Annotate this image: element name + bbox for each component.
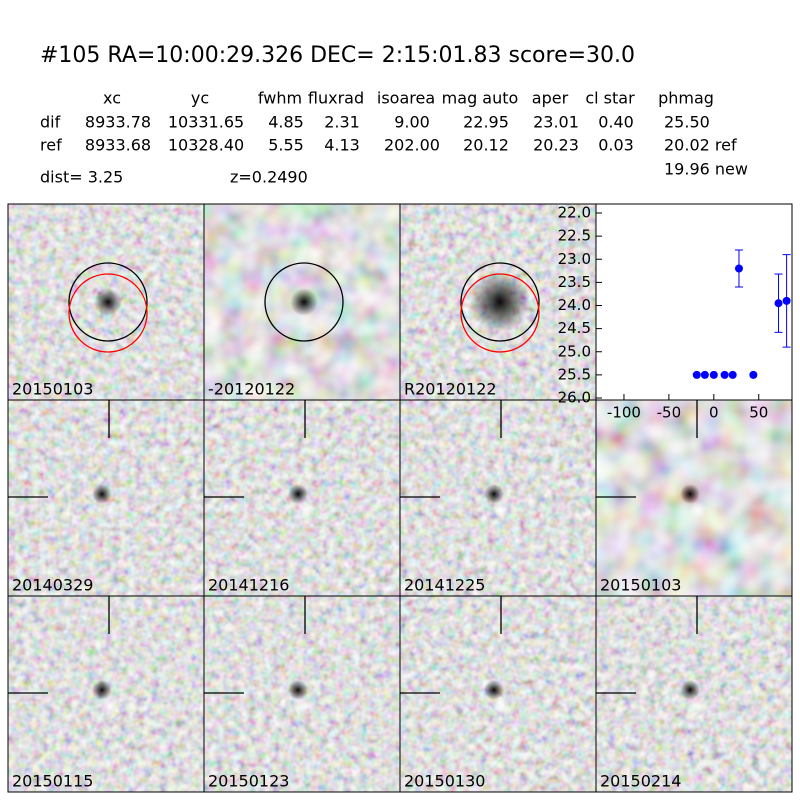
- row-label: ref: [40, 136, 62, 155]
- cell: 9.00: [394, 113, 430, 132]
- redshift: z=0.2490: [230, 168, 308, 187]
- stamp-label: 20150123: [208, 772, 289, 791]
- stamp-label: R20120122: [404, 380, 497, 399]
- y-tick-label: 24.0: [558, 296, 591, 314]
- residual: [101, 501, 119, 519]
- row-label: dif: [40, 113, 61, 132]
- aperture: [460, 262, 540, 342]
- cell: 5.55: [268, 136, 304, 155]
- x-tick-label: 50: [749, 404, 768, 422]
- dist: dist= 3.25: [40, 168, 123, 187]
- point: [774, 299, 783, 308]
- source: [288, 680, 308, 700]
- y-tick-label: 23.5: [558, 273, 591, 291]
- stamp-label: 20150130: [404, 772, 485, 791]
- source: [288, 484, 308, 504]
- cell: 4.13: [324, 136, 360, 155]
- residual: [297, 501, 315, 519]
- residual: [493, 697, 511, 715]
- point: [728, 370, 737, 379]
- y-tick-label: 25.5: [558, 365, 591, 383]
- residual: [493, 501, 511, 519]
- residual: [101, 697, 119, 715]
- column-header: fluxrad: [308, 89, 364, 108]
- x-tick-label: -100: [607, 404, 641, 422]
- y-tick-label: 22.0: [558, 204, 591, 222]
- y-tick-label: 25.0: [558, 342, 591, 360]
- column-header: phmag: [658, 89, 714, 108]
- cell: 20.12: [463, 136, 509, 155]
- aperture-ref: [460, 273, 540, 353]
- stamp-label: 20141225: [404, 576, 485, 595]
- column-header: cl star: [585, 89, 635, 108]
- column-header: mag auto: [442, 89, 519, 108]
- point: [749, 370, 758, 379]
- column-header: xc: [103, 89, 121, 108]
- column-header: yc: [191, 89, 209, 108]
- residual: [689, 501, 707, 519]
- y-tick-label: 22.5: [558, 227, 591, 245]
- y-tick-label: 26.0: [558, 389, 591, 407]
- cell: 10328.40: [168, 136, 244, 155]
- cell: 8933.78: [85, 113, 151, 132]
- stamp-frame: [595, 595, 793, 793]
- cell: 202.00: [384, 136, 440, 155]
- cell: 4.85: [268, 113, 304, 132]
- point: [720, 370, 729, 379]
- cell: 0.40: [598, 113, 634, 132]
- stamp-label: 20150103: [12, 380, 93, 399]
- y-tick-label: 24.5: [558, 319, 591, 337]
- column-header: aper: [532, 89, 569, 108]
- point: [700, 370, 709, 379]
- stamp-label: 20150214: [600, 772, 681, 791]
- source: [484, 680, 504, 700]
- cell: 0.03: [598, 136, 634, 155]
- source: [94, 288, 122, 316]
- cell: 10331.65: [168, 113, 244, 132]
- aperture: [68, 262, 148, 342]
- point: [692, 370, 701, 379]
- stamp-label: 20140329: [12, 576, 93, 595]
- point: [734, 264, 743, 273]
- aperture: [264, 262, 344, 342]
- column-header: isoarea: [377, 89, 435, 108]
- plot-area: [595, 203, 793, 401]
- stamp-label: -20120122: [208, 380, 295, 399]
- y-tick-label: 23.0: [558, 250, 591, 268]
- source: [290, 288, 318, 316]
- source: [470, 272, 530, 332]
- stamp-label: 20141216: [208, 576, 289, 595]
- source: [680, 680, 700, 700]
- x-tick-label: -50: [657, 404, 682, 422]
- column-header: fwhm: [258, 89, 302, 108]
- cell: 20.02 ref: [664, 136, 737, 155]
- x-tick-label: 0: [709, 404, 719, 422]
- residual: [689, 697, 707, 715]
- cell: 8933.68: [85, 136, 151, 155]
- point: [709, 370, 718, 379]
- residual: [297, 697, 315, 715]
- title: #105 RA=10:00:29.326 DEC= 2:15:01.83 sco…: [40, 43, 635, 68]
- stamp-label: 20150115: [12, 772, 93, 791]
- point: [782, 296, 791, 305]
- cell: 25.50: [664, 113, 710, 132]
- source: [92, 484, 112, 504]
- cell: 20.23: [533, 136, 579, 155]
- cell: 23.01: [533, 113, 579, 132]
- cell: 2.31: [324, 113, 360, 132]
- stamp-label: 20150103: [600, 576, 681, 595]
- source: [680, 484, 700, 504]
- source: [484, 484, 504, 504]
- source: [92, 680, 112, 700]
- aperture-ref: [68, 273, 148, 353]
- phmag-new: 19.96 new: [664, 160, 748, 179]
- cell: 22.95: [463, 113, 509, 132]
